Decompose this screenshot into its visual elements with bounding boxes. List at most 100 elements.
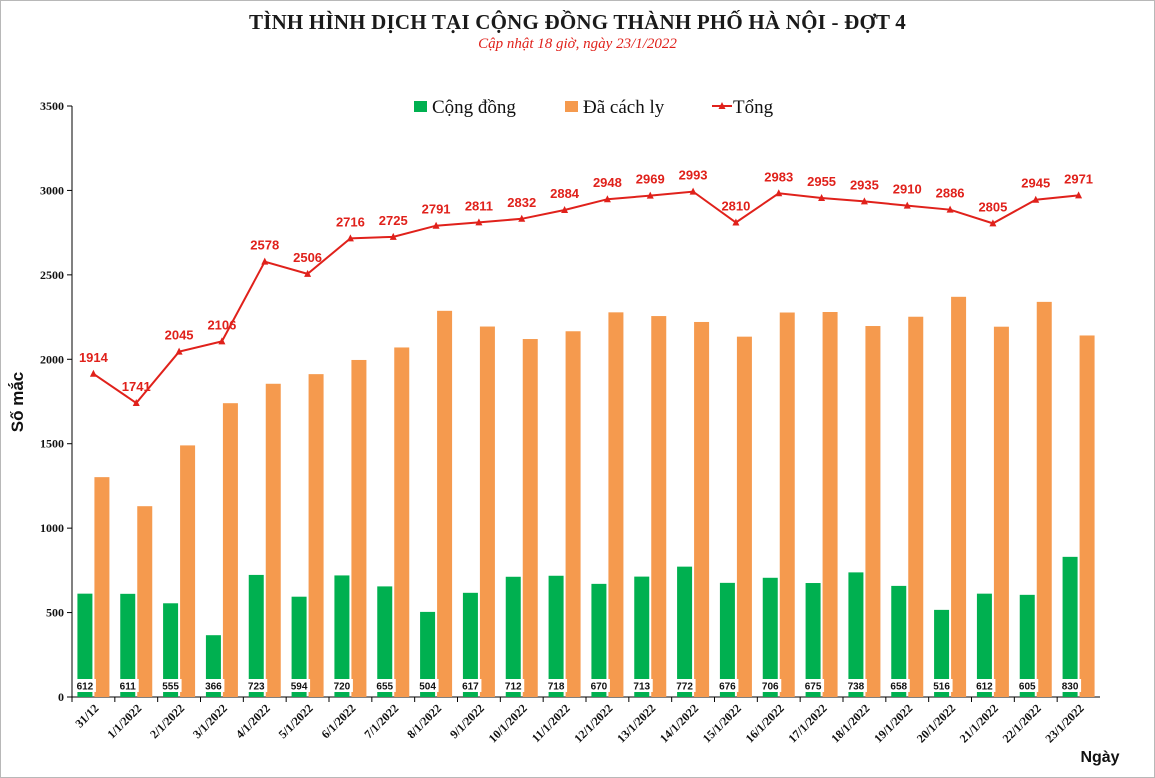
bar-label-bg <box>673 679 696 692</box>
bar-cong-dong <box>462 592 478 697</box>
bar-label-bg <box>802 679 825 692</box>
bar-label-bg <box>459 679 482 692</box>
x-tick-label: 2/1/2022 <box>147 701 187 741</box>
bar-label-cong-dong: 504 <box>419 682 436 693</box>
total-value-label: 2969 <box>636 172 665 187</box>
bar-label-bg <box>887 679 910 692</box>
bar-cong-dong <box>1062 556 1078 697</box>
bar-label-cong-dong: 658 <box>890 682 907 693</box>
total-point-marker <box>989 219 997 227</box>
bar-label-bg <box>73 679 96 692</box>
x-tick-label: 7/1/2022 <box>361 701 401 741</box>
x-tick-label: 14/1/2022 <box>657 701 701 745</box>
bar-label-cong-dong: 772 <box>676 682 693 693</box>
bar-cong-dong <box>248 574 264 697</box>
y-tick-label: 2000 <box>40 352 64 366</box>
bar-label-cong-dong: 830 <box>1062 682 1079 693</box>
total-point-marker <box>475 218 483 226</box>
bar-cong-dong <box>505 576 521 697</box>
bar-label-bg <box>288 679 311 692</box>
bar-da-cach-ly <box>565 331 581 697</box>
y-tick-label: 2500 <box>40 268 64 282</box>
total-value-label: 2945 <box>1021 176 1050 191</box>
bar-da-cach-ly <box>608 312 624 697</box>
x-tick-label: 13/1/2022 <box>614 701 658 745</box>
bar-da-cach-ly <box>651 316 667 697</box>
x-tick-label: 1/1/2022 <box>104 701 144 741</box>
x-tick-label: 9/1/2022 <box>447 701 487 741</box>
total-point-marker <box>389 232 397 240</box>
bar-cong-dong <box>1019 594 1035 697</box>
total-point-marker <box>946 205 954 213</box>
bar-cong-dong <box>377 586 393 697</box>
bar-da-cach-ly <box>265 383 281 697</box>
bar-cong-dong <box>420 611 436 697</box>
bar-cong-dong <box>291 596 307 697</box>
bar-label-cong-dong: 738 <box>848 682 865 693</box>
x-tick-label: 11/1/2022 <box>529 701 573 745</box>
bar-label-cong-dong: 655 <box>376 682 393 693</box>
chart-title: TÌNH HÌNH DỊCH TẠI CỘNG ĐỒNG THÀNH PHỐ H… <box>248 10 906 34</box>
bar-da-cach-ly <box>137 506 153 697</box>
bar-label-cong-dong: 555 <box>162 682 179 693</box>
bar-da-cach-ly <box>351 359 367 697</box>
x-tick-label: 10/1/2022 <box>486 701 530 745</box>
legend-cong-dong-swatch <box>414 101 427 112</box>
total-value-label: 2045 <box>165 328 194 343</box>
x-tick-label: 22/1/2022 <box>1000 701 1044 745</box>
total-point-marker <box>218 337 226 345</box>
total-value-label: 2935 <box>850 177 879 192</box>
total-value-label: 2948 <box>593 175 622 190</box>
total-point-marker <box>903 201 911 209</box>
bar-label-cong-dong: 723 <box>248 682 265 693</box>
total-value-label: 1741 <box>122 379 151 394</box>
x-tick-label: 5/1/2022 <box>276 701 316 741</box>
total-point-marker <box>261 257 269 265</box>
bar-label-cong-dong: 720 <box>334 682 351 693</box>
bar-cong-dong <box>591 583 607 697</box>
bar-cong-dong <box>891 585 907 697</box>
legend-tong-text: Tổng <box>733 97 774 118</box>
total-value-label: 2106 <box>207 317 236 332</box>
total-value-label: 2506 <box>293 250 322 265</box>
y-tick-label: 0 <box>58 690 64 704</box>
bar-label-cong-dong: 712 <box>505 682 522 693</box>
bar-da-cach-ly <box>308 374 324 697</box>
y-tick-label: 1500 <box>40 437 64 451</box>
y-tick-label: 3500 <box>40 99 64 113</box>
bar-label-cong-dong: 612 <box>976 682 993 693</box>
bar-da-cach-ly <box>779 312 795 697</box>
x-tick-label: 23/1/2022 <box>1042 701 1086 745</box>
x-tick-label: 4/1/2022 <box>233 701 273 741</box>
legend-cong-dong-text: Cộng đồng <box>432 97 516 118</box>
bar-label-cong-dong: 366 <box>205 682 222 693</box>
y-tick-label: 500 <box>46 606 64 620</box>
total-value-label: 2910 <box>893 182 922 197</box>
bar-cong-dong <box>848 572 864 697</box>
total-point-marker <box>775 189 783 197</box>
total-point-marker <box>818 194 826 202</box>
bar-label-bg <box>973 679 996 692</box>
total-line: 1914 1741 2045 2106 2578 2506 2716 2725 2791 2811… <box>79 168 1093 407</box>
x-tick-label: 12/1/2022 <box>571 701 615 745</box>
bar-da-cach-ly <box>437 310 453 697</box>
total-point-marker <box>860 197 868 205</box>
x-tick-label: 21/1/2022 <box>957 701 1001 745</box>
bar-label-cong-dong: 718 <box>548 682 565 693</box>
total-value-label: 2578 <box>250 238 279 253</box>
bar-da-cach-ly <box>694 321 710 697</box>
bar-da-cach-ly <box>1079 335 1095 697</box>
total-series-line <box>92 190 1079 405</box>
x-tick-label: 16/1/2022 <box>743 701 787 745</box>
bar-da-cach-ly <box>222 403 238 697</box>
total-value-label: 2884 <box>550 186 580 201</box>
bar-da-cach-ly <box>479 326 495 697</box>
x-tick-label: 8/1/2022 <box>404 701 444 741</box>
x-tick-label: 19/1/2022 <box>871 701 915 745</box>
legend-da-cach-ly-swatch <box>565 101 578 112</box>
y-axis-label: Số mắc <box>8 372 27 432</box>
x-tick-label: 18/1/2022 <box>828 701 872 745</box>
bar-da-cach-ly <box>394 347 410 697</box>
bar-cong-dong <box>634 576 650 697</box>
